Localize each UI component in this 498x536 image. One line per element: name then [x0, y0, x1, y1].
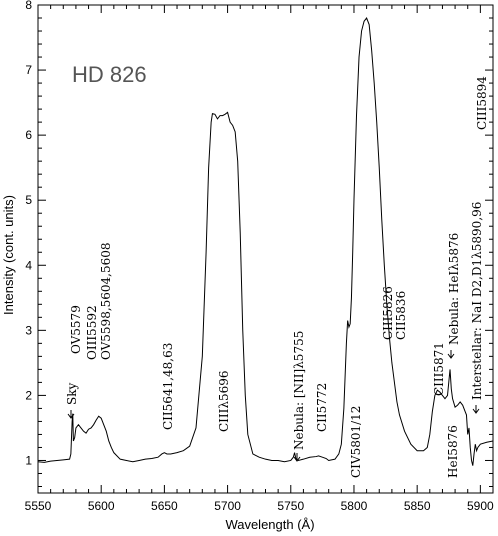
- y-tick-label: 3: [25, 323, 32, 337]
- annotation-ov5579: OV5579: [69, 305, 83, 354]
- arrow-interstellar: [472, 405, 480, 414]
- arrow-sky: [67, 410, 75, 419]
- arrow-nebula-nii: [293, 453, 301, 462]
- annotation-sky: Sky: [65, 383, 79, 405]
- annotation-ov5598: OV5598,5604,5608: [99, 242, 113, 360]
- x-tick-label: 5550: [25, 499, 52, 513]
- annotation-ciii5894: CIII5894: [475, 76, 489, 130]
- y-tick-label: 4: [25, 258, 32, 272]
- annotation-hei5876: HeI5876: [446, 425, 460, 478]
- y-tick-label: 2: [25, 388, 32, 402]
- x-axis-title: Wavelength (Å): [225, 517, 314, 532]
- x-tick-label: 5800: [341, 499, 368, 513]
- annotation-nebula-nii: Nebula: [NII]λ5755: [292, 331, 306, 450]
- y-tick-label: 5: [25, 193, 32, 207]
- x-tick-label: 5600: [88, 499, 115, 513]
- annotation-cii5772: CII5772: [315, 383, 329, 432]
- y-tick-label: 6: [25, 128, 32, 142]
- x-tick-label: 5700: [214, 499, 241, 513]
- annotation-cii5641: CII5641,48,63: [161, 343, 175, 430]
- annotation-interstellar-nai: Interstellar: NaI D2,D1λ5890,96: [470, 202, 484, 400]
- x-tick-label: 5750: [277, 499, 304, 513]
- x-tick-label: 5650: [151, 499, 178, 513]
- x-tick-label: 5900: [467, 499, 494, 513]
- annotation-oiii5592: OIII5592: [85, 305, 99, 360]
- annotation-ciii5871: CIII5871: [432, 342, 446, 396]
- y-tick-label: 1: [25, 453, 32, 467]
- y-tick-label: 7: [25, 63, 32, 77]
- y-axis-title: Intensity (cont. units): [1, 195, 16, 315]
- annotation-ciii5696: CIIIλ5696: [217, 370, 231, 432]
- annotation-nebula-hei: Nebula: HeIλ5876: [447, 233, 461, 345]
- annotation-civ5801: CIV5801/12: [349, 406, 363, 478]
- annotation-cii5836: CII5836: [394, 291, 408, 340]
- annotation-ciii5826: CIII5826: [381, 286, 395, 340]
- y-tick-label: 8: [25, 0, 32, 12]
- arrow-nebula-hei: [447, 350, 455, 359]
- x-tick-label: 5850: [404, 499, 431, 513]
- spectrum-line: [37, 17, 494, 466]
- star-title: HD 826: [72, 62, 147, 87]
